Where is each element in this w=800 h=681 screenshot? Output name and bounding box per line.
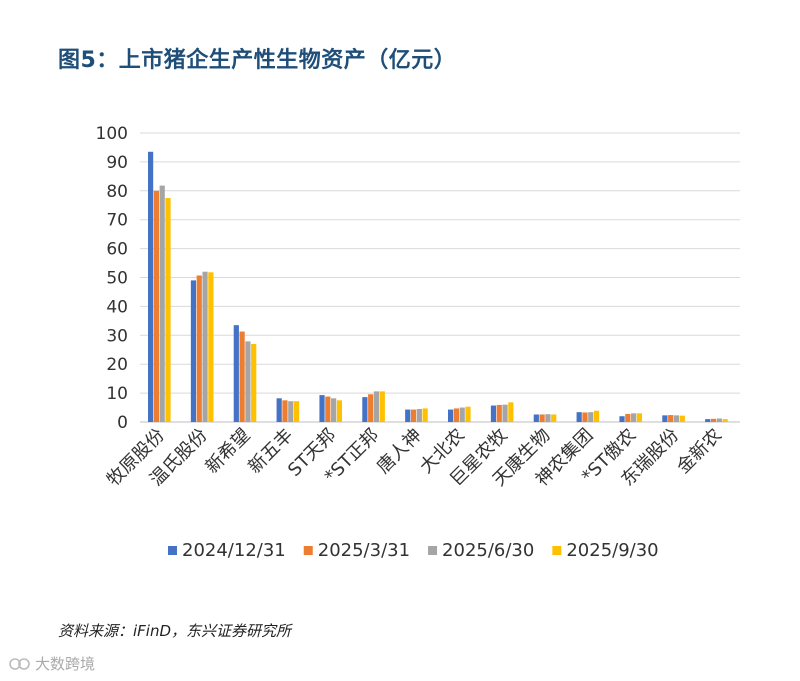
- x-tick-label: 金新农: [673, 425, 726, 478]
- chart-title: 图5：上市猪企生产性生物资产（亿元）: [58, 48, 457, 73]
- bar: [582, 412, 588, 422]
- bar: [379, 391, 385, 422]
- bar: [148, 151, 154, 422]
- bar: [190, 280, 197, 422]
- bar: [722, 419, 728, 422]
- bar: [233, 325, 239, 422]
- bar-chart: 0102030405060708090100牧原股份温氏股份新希望新五丰ST天邦…: [96, 124, 740, 561]
- bar: [716, 418, 722, 422]
- bar: [373, 391, 380, 422]
- bar: [319, 395, 325, 422]
- bar: [631, 413, 637, 422]
- bar: [416, 408, 422, 422]
- bar: [465, 406, 471, 422]
- bar: [545, 414, 551, 422]
- y-tick-label: 0: [117, 413, 128, 433]
- bar: [508, 402, 514, 422]
- bar: [410, 409, 417, 422]
- legend-swatch: [552, 546, 562, 555]
- bar: [331, 398, 337, 422]
- bar: [539, 414, 545, 422]
- y-tick-label: 90: [106, 153, 128, 173]
- bar: [276, 398, 282, 422]
- y-tick-label: 30: [106, 326, 128, 346]
- bar: [490, 405, 497, 422]
- y-tick-label: 70: [106, 211, 128, 231]
- legend-label: 2025/3/31: [318, 540, 410, 561]
- bar: [245, 341, 251, 422]
- watermark-text: 大数跨境: [35, 655, 96, 673]
- bar: [551, 414, 557, 422]
- bar: [288, 401, 294, 422]
- bar: [673, 415, 680, 422]
- bar: [165, 198, 171, 422]
- y-tick-label: 50: [106, 269, 128, 289]
- y-tick-label: 10: [106, 384, 128, 404]
- bar: [588, 412, 594, 422]
- bar: [662, 415, 668, 422]
- bar: [153, 190, 159, 422]
- bar: [679, 415, 685, 422]
- y-tick-label: 40: [106, 297, 128, 317]
- bar: [159, 185, 165, 422]
- legend-swatch: [168, 546, 177, 555]
- bar: [705, 419, 711, 422]
- bar: [448, 409, 454, 422]
- bar: [576, 412, 582, 422]
- bar: [405, 409, 411, 422]
- bar: [208, 272, 214, 422]
- bar: [336, 400, 343, 422]
- legend-swatch: [303, 546, 313, 555]
- bar: [422, 408, 428, 422]
- bar: [502, 404, 508, 422]
- legend-label: 2025/9/30: [566, 540, 658, 561]
- bar: [282, 400, 288, 422]
- bar: [625, 413, 631, 422]
- bar: [202, 271, 208, 422]
- bar: [668, 415, 674, 422]
- x-tick-label: 新希望: [202, 425, 255, 478]
- bar: [533, 414, 539, 422]
- watermark-logo-icon: [9, 657, 30, 670]
- bar: [496, 404, 502, 422]
- bar: [362, 397, 368, 422]
- watermark: 大数跨境: [8, 653, 95, 674]
- bar: [251, 343, 257, 422]
- bar: [619, 416, 625, 422]
- bar: [325, 396, 331, 422]
- bar: [710, 418, 717, 422]
- y-tick-label: 60: [106, 240, 128, 260]
- legend-label: 2024/12/31: [182, 540, 286, 561]
- y-tick-label: 100: [96, 124, 128, 144]
- source-note: 资料来源：iFinD，东兴证券研究所: [58, 622, 292, 640]
- bar: [368, 394, 374, 422]
- bar: [453, 408, 459, 422]
- y-tick-label: 80: [106, 182, 128, 202]
- legend-swatch: [428, 546, 438, 555]
- legend-label: 2025/6/30: [442, 540, 534, 561]
- y-tick-label: 20: [106, 355, 128, 375]
- bar: [239, 331, 245, 422]
- bar: [593, 410, 600, 422]
- bar: [459, 407, 465, 422]
- bar: [293, 401, 300, 422]
- x-tick-label: 唐人神: [373, 425, 426, 478]
- bar: [636, 413, 643, 422]
- bar: [196, 275, 202, 422]
